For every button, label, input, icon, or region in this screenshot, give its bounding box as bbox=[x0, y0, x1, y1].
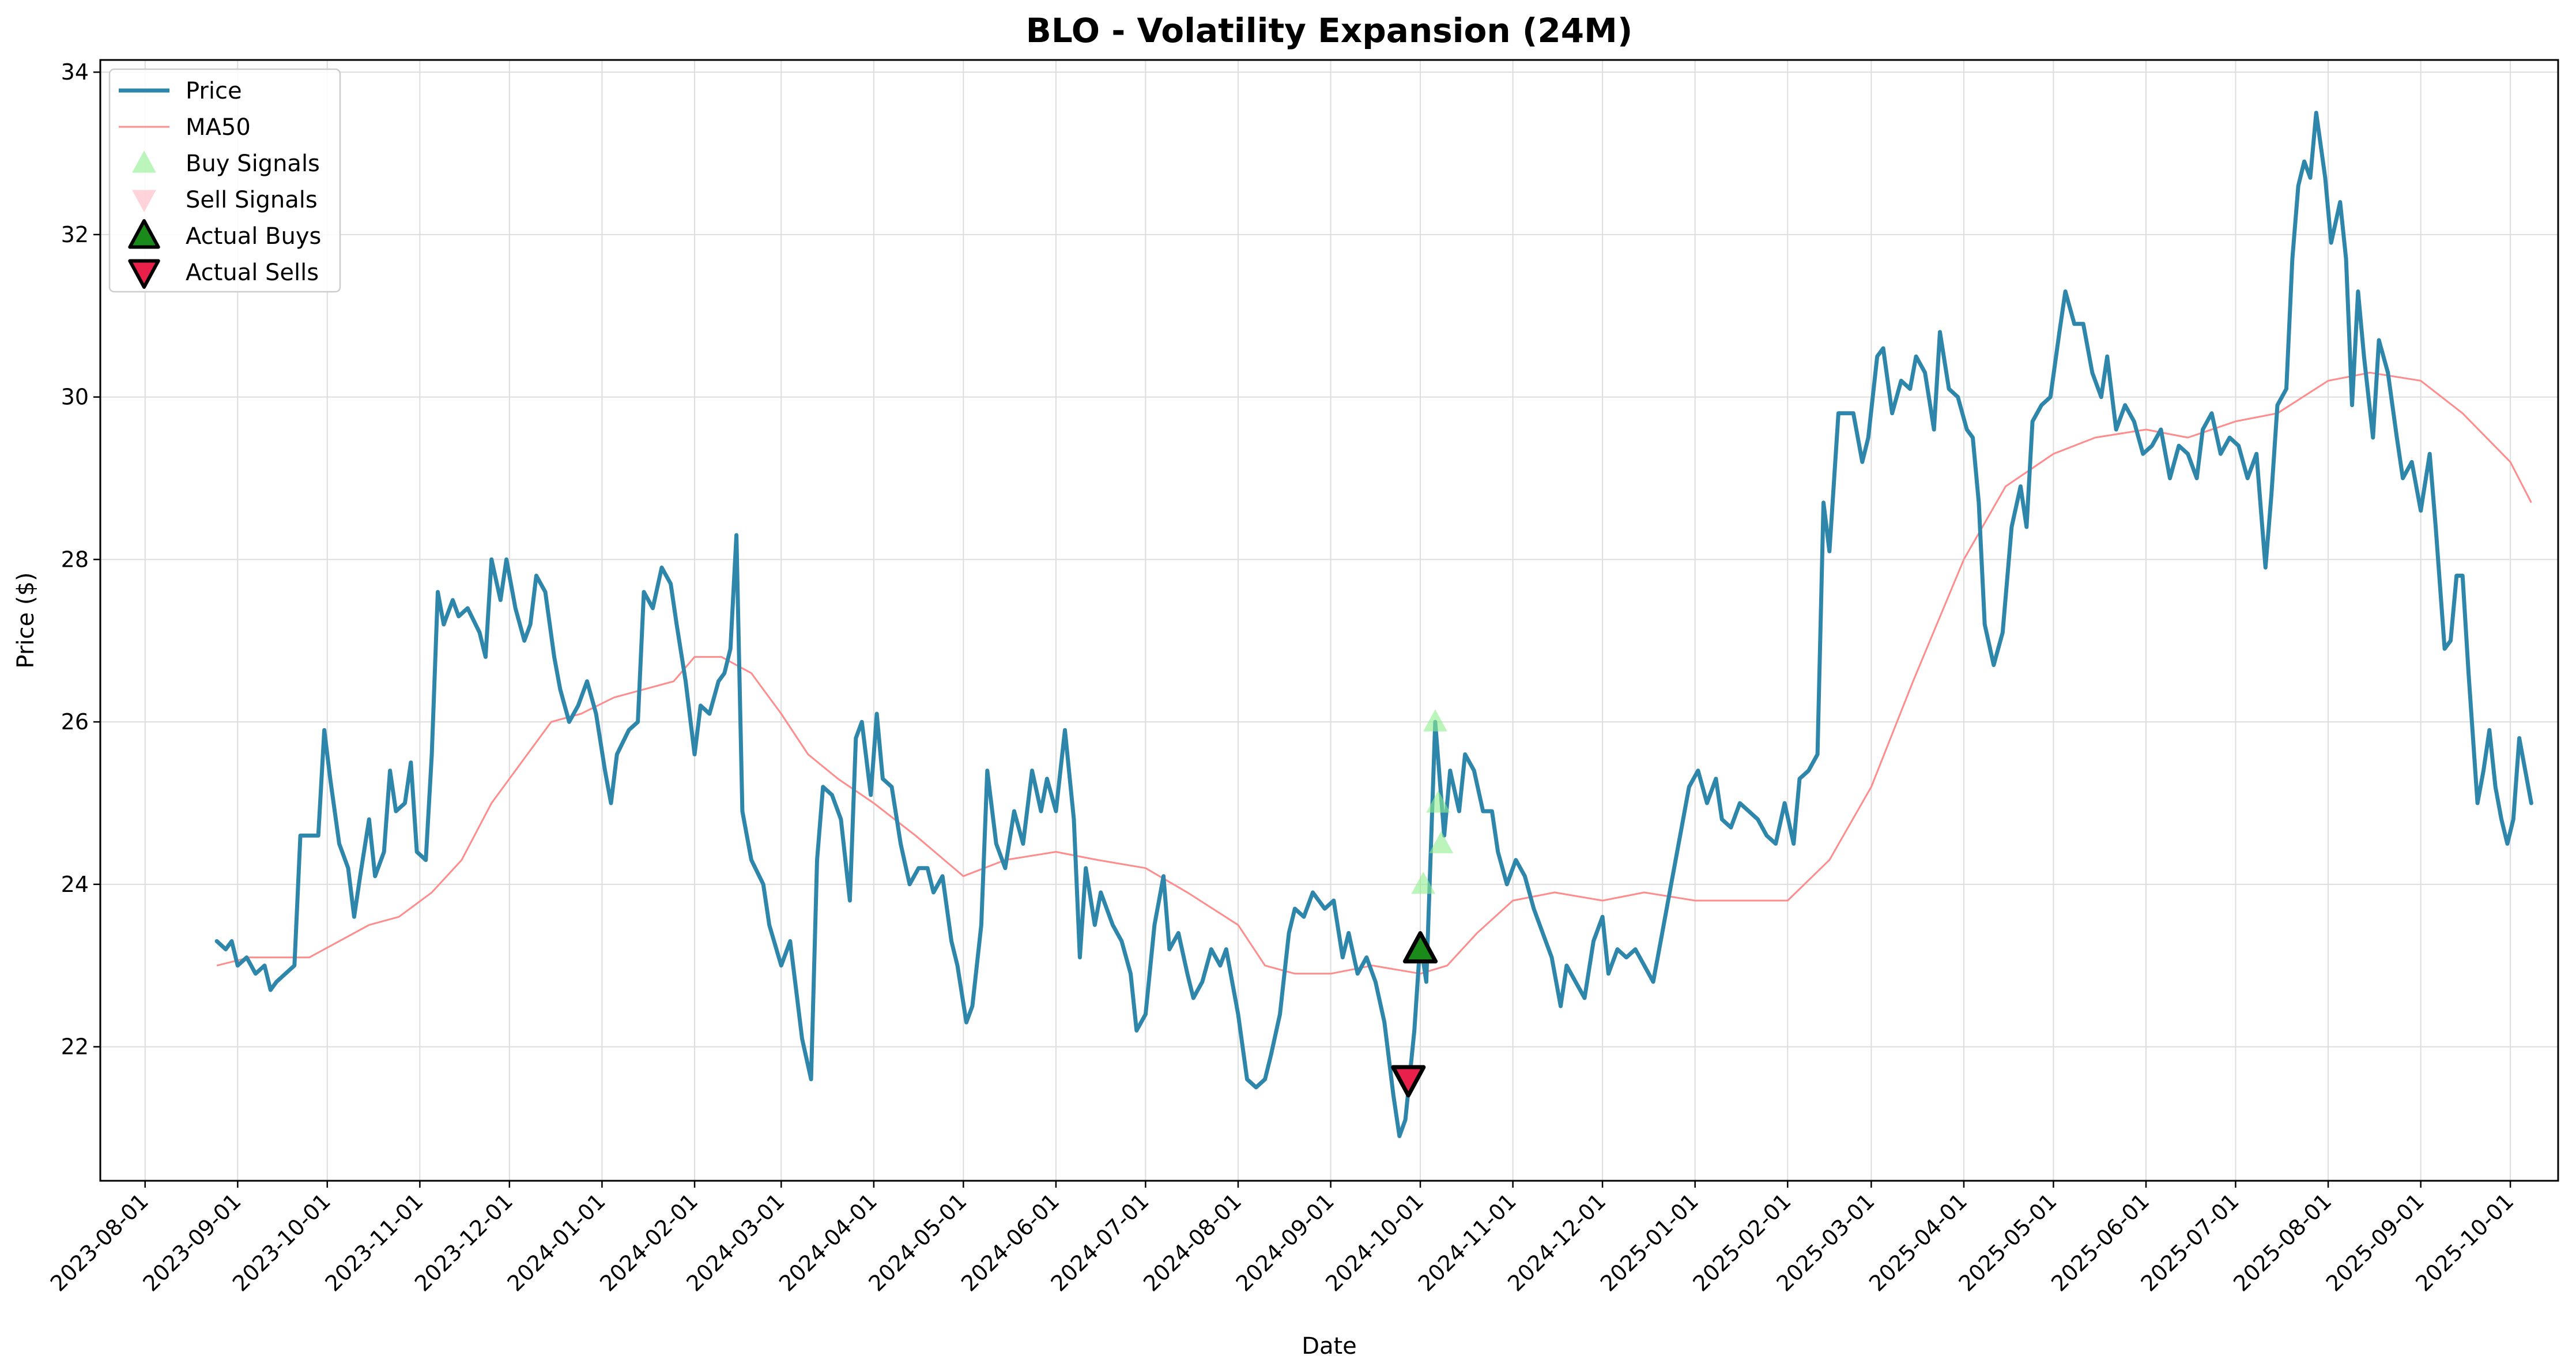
y-tick-label: 30 bbox=[61, 385, 89, 410]
ma50-line bbox=[216, 371, 2532, 975]
plot-frame bbox=[99, 59, 2559, 1182]
legend-swatch-sell-signal bbox=[132, 190, 156, 212]
y-tick-label: 34 bbox=[61, 59, 89, 85]
legend-label: Actual Buys bbox=[186, 223, 321, 250]
actual-sell-marker bbox=[1391, 1065, 1426, 1098]
x-axis-title: Date bbox=[1302, 1333, 1357, 1360]
legend-label: Buy Signals bbox=[186, 150, 320, 177]
y-axis-title: Price ($) bbox=[13, 573, 39, 669]
chart-title: BLO - Volatility Expansion (24M) bbox=[1026, 11, 1633, 50]
legend-swatch-actual-sell bbox=[128, 259, 160, 289]
legend: Price MA50 Buy Signals Sell Signals Actual B… bbox=[108, 68, 341, 293]
buy-signal-marker bbox=[1423, 709, 1447, 732]
legend-box bbox=[108, 68, 341, 293]
series-layer bbox=[214, 111, 2533, 1138]
actual-buy-marker bbox=[1402, 931, 1438, 964]
price-line bbox=[214, 111, 2533, 1138]
buy-signal-marker bbox=[1426, 790, 1451, 813]
buy-signal-marker bbox=[1429, 831, 1454, 853]
y-tick-label: 32 bbox=[61, 222, 89, 247]
legend-swatch-actual-buy bbox=[128, 219, 160, 249]
legend-label: Price bbox=[186, 78, 242, 104]
legend-label: Actual Sells bbox=[186, 259, 319, 286]
y-tick-label: 24 bbox=[61, 872, 89, 897]
y-tick-label: 22 bbox=[61, 1034, 89, 1060]
buy-signal-marker bbox=[1411, 871, 1436, 894]
y-axis: 22 24 26 28 30 32 34 bbox=[61, 59, 100, 1060]
grid bbox=[100, 60, 2558, 1181]
legend-swatch-buy-signal bbox=[132, 150, 156, 173]
y-tick-label: 26 bbox=[61, 709, 89, 735]
legend-label: MA50 bbox=[186, 114, 251, 141]
legend-label: Sell Signals bbox=[186, 187, 318, 213]
marker-layer bbox=[1391, 709, 1454, 1098]
y-tick-label: 28 bbox=[61, 547, 89, 572]
